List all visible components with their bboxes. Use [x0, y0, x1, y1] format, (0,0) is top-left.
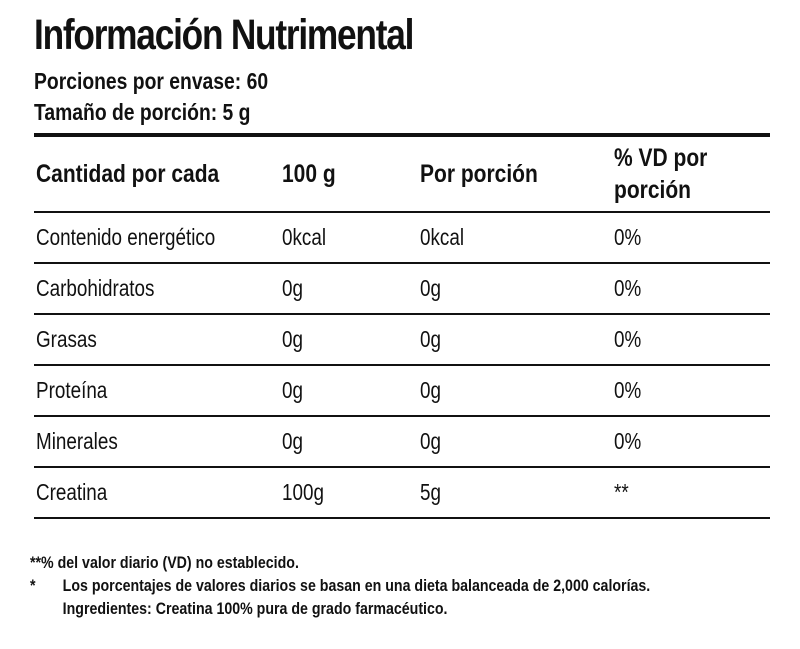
per-serving-value: 0g: [420, 326, 441, 352]
header-per-serving: Por porción: [420, 160, 538, 188]
per-100g-value: 0kcal: [282, 224, 327, 250]
nutrient-name: Carbohidratos: [36, 275, 155, 301]
daily-value-percent: 0%: [614, 224, 642, 250]
serving-size: Tamaño de porción: 5 g: [34, 99, 251, 125]
nutrient-name: Creatina: [36, 479, 108, 505]
table-row: Proteína 0g 0g 0%: [34, 366, 770, 417]
per-serving-value: 0kcal: [420, 224, 465, 250]
per-100g-value: 100g: [282, 479, 324, 505]
ingredients-statement: Ingredientes: Creatina 100% pura de grad…: [62, 600, 448, 618]
per-serving-value: 0g: [420, 377, 441, 403]
table-row: Creatina 100g 5g **: [34, 468, 770, 519]
servings-per-container: Porciones por envase: 60: [34, 68, 269, 94]
nutrient-name: Minerales: [36, 428, 118, 454]
daily-value-percent: 0%: [614, 377, 642, 403]
header-amount-per: Cantidad por cada: [36, 160, 220, 188]
header-daily-value: % VD por porción: [614, 144, 708, 204]
footnotes: **% del valor diario (VD) no establecido…: [30, 552, 751, 621]
per-100g-value: 0g: [282, 326, 303, 352]
table-row: Minerales 0g 0g 0%: [34, 417, 770, 468]
header-per-100g: 100 g: [282, 160, 336, 188]
top-rule: [34, 133, 770, 137]
table-row: Contenido energético 0kcal 0kcal 0%: [34, 213, 770, 264]
per-100g-value: 0g: [282, 275, 303, 301]
footnote-daily-values-text: Los porcentajes de valores diarios se ba…: [62, 577, 651, 595]
nutrition-table: Cantidad por cada 100 g Por porción % VD…: [34, 133, 770, 519]
per-serving-value: 0g: [420, 275, 441, 301]
nutrient-name: Contenido energético: [36, 224, 216, 250]
nutrient-name: Proteína: [36, 377, 108, 403]
footnote-asterisk: *: [30, 577, 36, 595]
daily-value-percent: 0%: [614, 428, 642, 454]
table-header-row: Cantidad por cada 100 g Por porción % VD…: [34, 137, 770, 213]
footnote-not-established: **% del valor diario (VD) no establecido…: [30, 554, 299, 572]
footnote-daily-values: * Los porcentajes de valores diarios se b…: [30, 575, 650, 598]
per-serving-value: 0g: [420, 428, 441, 454]
table-row: Grasas 0g 0g 0%: [34, 315, 770, 366]
daily-value-percent: 0%: [614, 275, 642, 301]
per-serving-value: 5g: [420, 479, 441, 505]
per-100g-value: 0g: [282, 377, 303, 403]
nutrient-name: Grasas: [36, 326, 97, 352]
daily-value-percent: **: [614, 479, 629, 505]
label-title: Información Nutrimental: [34, 11, 414, 59]
daily-value-percent: 0%: [614, 326, 642, 352]
table-row: Carbohidratos 0g 0g 0%: [34, 264, 770, 315]
per-100g-value: 0g: [282, 428, 303, 454]
